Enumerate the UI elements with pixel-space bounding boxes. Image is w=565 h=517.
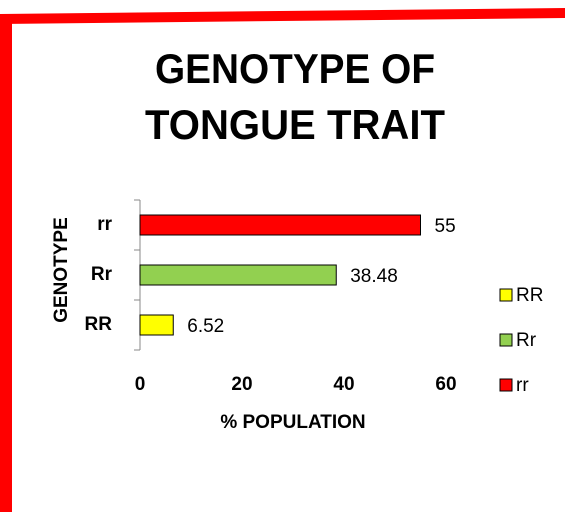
y-tick-label: Rr xyxy=(91,264,113,285)
y-tick-label: RR xyxy=(85,314,113,335)
bar xyxy=(139,314,174,336)
y-axis-title: GENOTYPE xyxy=(51,217,72,323)
x-tick-label: 0 xyxy=(135,374,146,395)
data-label: 38.48 xyxy=(350,266,398,287)
data-label: 6.52 xyxy=(187,316,224,337)
data-label: 55 xyxy=(435,216,456,237)
chart-title: TONGUE TRAIT xyxy=(145,101,445,148)
left-border xyxy=(0,14,12,512)
legend-label: rr xyxy=(516,375,529,396)
top-border xyxy=(0,8,565,24)
y-tick-label: rr xyxy=(97,214,112,235)
legend-swatch xyxy=(499,288,513,302)
chart-title: GENOTYPE OF xyxy=(155,45,435,92)
bar xyxy=(139,214,421,236)
x-tick-label: 60 xyxy=(435,374,456,395)
x-axis-title: % POPULATION xyxy=(220,412,365,433)
legend-label: RR xyxy=(516,285,543,306)
legend-swatch xyxy=(499,333,513,347)
x-tick-label: 40 xyxy=(333,374,354,395)
legend-label: Rr xyxy=(516,330,537,351)
bar xyxy=(139,264,337,286)
x-tick-label: 20 xyxy=(231,374,252,395)
legend-swatch xyxy=(499,378,513,392)
